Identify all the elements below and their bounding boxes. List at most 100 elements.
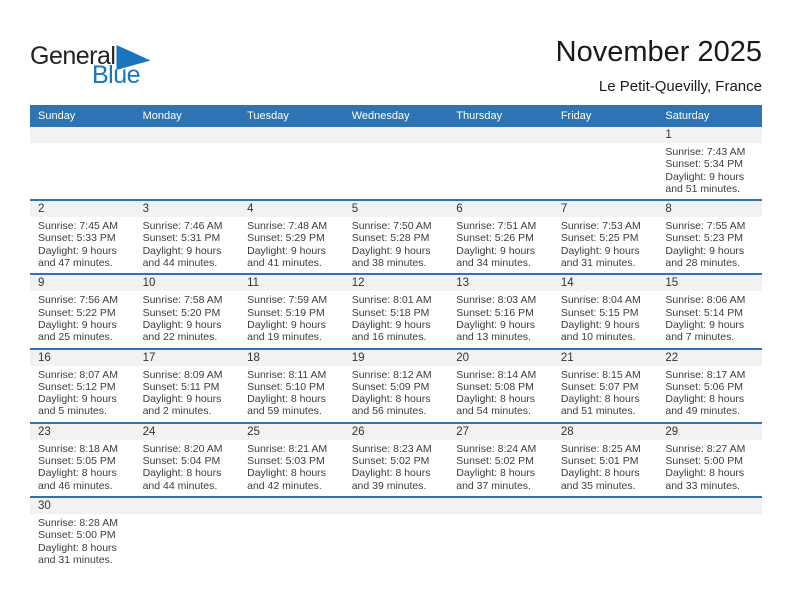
day-number: 5: [343, 201, 449, 218]
day-number: 9: [30, 275, 135, 292]
day-detail-line: Daylight: 9 hours: [665, 170, 745, 183]
calendar-day-cell: 2 Sunrise: 7:45 AM Sunset: 5:33 PM Daylight…: [30, 200, 135, 275]
day-number: [30, 127, 135, 143]
calendar-day-cell: 17 Sunrise: 8:09 AM Sunset: 5:11 PM Dayligh…: [134, 348, 240, 423]
day-detail-line: Sunset: 5:04 PM: [142, 455, 221, 468]
day-detail-line: Daylight: 8 hours: [247, 393, 326, 406]
day-detail-line: Sunrise: 7:58 AM: [142, 294, 223, 307]
day-detail-line: Sunset: 5:02 PM: [351, 455, 430, 468]
day-details: Sunrise: 7:55 AM Sunset: 5:23 PM Daylight:…: [657, 217, 762, 273]
day-detail-line: and 34 minutes.: [456, 257, 531, 270]
calendar-empty-cell: [343, 127, 449, 201]
day-details: Sunrise: 8:15 AM Sunset: 5:07 PM Daylight:…: [553, 366, 658, 422]
day-number: 4: [239, 201, 344, 218]
calendar-body: 1 Sunrise: 7:43 AM Sunset: 5:34 PM Daylight…: [30, 127, 762, 571]
day-detail-line: and 13 minutes.: [456, 331, 531, 344]
calendar-empty-cell: [552, 496, 658, 571]
day-detail-line: and 37 minutes.: [456, 479, 531, 492]
calendar-week-row: 1 Sunrise: 7:43 AM Sunset: 5:34 PM Daylight…: [30, 127, 762, 201]
calendar-day-cell: 4 Sunrise: 7:48 AM Sunset: 5:29 PM Daylight…: [239, 200, 344, 275]
day-detail-line: and 39 minutes.: [351, 479, 427, 492]
day-detail-line: Sunset: 5:23 PM: [665, 232, 744, 245]
calendar-empty-cell: [343, 496, 449, 571]
calendar-day-cell: 8 Sunrise: 7:55 AM Sunset: 5:23 PM Daylight…: [657, 200, 762, 275]
day-detail-line: Daylight: 8 hours: [456, 393, 536, 406]
day-number: 7: [552, 201, 658, 218]
day-detail-line: Sunrise: 7:56 AM: [38, 294, 118, 307]
day-detail-line: Sunset: 5:19 PM: [247, 306, 325, 319]
day-number: 6: [448, 201, 553, 218]
day-detail-line: Sunset: 5:29 PM: [247, 232, 325, 245]
day-number: 12: [343, 275, 449, 292]
calendar-day-cell: 13 Sunrise: 8:03 AM Sunset: 5:16 PM Dayligh…: [448, 274, 553, 349]
calendar-day-cell: 10 Sunrise: 7:58 AM Sunset: 5:20 PM Dayligh…: [134, 274, 240, 349]
day-detail-line: and 46 minutes.: [38, 479, 113, 492]
calendar-empty-cell: [448, 496, 553, 571]
day-detail-line: Daylight: 9 hours: [142, 393, 222, 406]
day-detail-line: Daylight: 9 hours: [456, 318, 536, 331]
day-detail-line: Sunrise: 7:59 AM: [247, 294, 328, 307]
day-detail-line: Sunrise: 7:48 AM: [247, 220, 328, 233]
day-detail-line: Daylight: 9 hours: [560, 244, 640, 257]
day-number: 22: [657, 349, 762, 366]
calendar-empty-cell: [239, 496, 344, 571]
day-detail-line: Sunset: 5:20 PM: [142, 306, 221, 319]
day-detail-line: Sunrise: 8:11 AM: [247, 368, 327, 381]
calendar-empty-cell: [448, 127, 553, 201]
day-detail-line: Sunset: 5:26 PM: [456, 232, 534, 245]
logo-text-general-row: General: [30, 42, 151, 70]
day-details: [553, 143, 658, 150]
day-number: 23: [30, 423, 135, 440]
day-details: [448, 514, 553, 521]
calendar-day-cell: 27 Sunrise: 8:24 AM Sunset: 5:02 PM Dayligh…: [448, 422, 553, 497]
day-detail-line: Sunset: 5:16 PM: [456, 306, 534, 319]
calendar-day-cell: 26 Sunrise: 8:23 AM Sunset: 5:02 PM Dayligh…: [343, 422, 449, 497]
calendar-day-cell: 16 Sunrise: 8:07 AM Sunset: 5:12 PM Dayligh…: [30, 348, 135, 423]
day-detail-line: Sunrise: 8:15 AM: [560, 368, 641, 381]
calendar-day-cell: 3 Sunrise: 7:46 AM Sunset: 5:31 PM Daylight…: [134, 200, 240, 275]
day-detail-line: Sunrise: 8:18 AM: [38, 442, 118, 455]
day-detail-line: Sunset: 5:03 PM: [247, 455, 325, 468]
day-detail-line: Daylight: 8 hours: [38, 467, 117, 480]
day-detail-line: Sunrise: 7:53 AM: [560, 220, 641, 233]
day-detail-line: Sunrise: 7:46 AM: [142, 220, 223, 233]
calendar-day-cell: 5 Sunrise: 7:50 AM Sunset: 5:28 PM Daylight…: [343, 200, 449, 275]
day-detail-line: Sunset: 5:01 PM: [560, 455, 639, 468]
calendar-day-cell: 15 Sunrise: 8:06 AM Sunset: 5:14 PM Dayligh…: [657, 274, 762, 349]
day-details: Sunrise: 7:50 AM Sunset: 5:28 PM Daylight:…: [344, 217, 449, 273]
logo-text-blue: Blue: [92, 61, 141, 89]
day-detail-line: Daylight: 8 hours: [351, 393, 431, 406]
day-detail-line: Sunrise: 8:04 AM: [560, 294, 641, 307]
day-number: 15: [657, 275, 762, 292]
day-detail-line: and 59 minutes.: [247, 405, 322, 418]
day-detail-line: Daylight: 9 hours: [456, 244, 536, 257]
day-detail-line: Sunset: 5:05 PM: [38, 455, 116, 468]
day-number: 16: [30, 349, 135, 366]
day-detail-line: and 33 minutes.: [665, 479, 741, 492]
day-detail-line: Daylight: 9 hours: [351, 244, 431, 257]
day-detail-line: Sunrise: 8:06 AM: [665, 294, 746, 307]
day-details: Sunrise: 8:07 AM Sunset: 5:12 PM Daylight:…: [30, 366, 135, 422]
day-details: Sunrise: 7:46 AM Sunset: 5:31 PM Daylight:…: [135, 217, 240, 273]
calendar-empty-cell: [134, 127, 240, 201]
logo-text-general: General: [30, 42, 116, 70]
day-number: [239, 497, 344, 514]
day-details: [553, 514, 658, 521]
weekday-header-monday: Monday: [134, 105, 240, 127]
day-detail-line: and 16 minutes.: [351, 331, 427, 344]
day-detail-line: Sunrise: 8:07 AM: [38, 368, 118, 381]
day-detail-line: Daylight: 9 hours: [38, 318, 117, 331]
day-detail-line: and 31 minutes.: [38, 553, 113, 566]
day-details: Sunrise: 8:17 AM Sunset: 5:06 PM Daylight:…: [657, 366, 762, 422]
calendar-week-row: 30 Sunrise: 8:28 AM Sunset: 5:00 PM Dayligh…: [30, 496, 762, 571]
day-detail-line: Sunset: 5:09 PM: [351, 380, 430, 393]
calendar-day-cell: 22 Sunrise: 8:17 AM Sunset: 5:06 PM Dayligh…: [657, 348, 762, 423]
day-number: 29: [657, 423, 762, 440]
weekday-header-thursday: Thursday: [448, 105, 553, 127]
day-detail-line: and 44 minutes.: [142, 257, 218, 270]
title-block: November 2025 Le Petit-Quevilly, France: [556, 36, 762, 95]
calendar-day-cell: 18 Sunrise: 8:11 AM Sunset: 5:10 PM Dayligh…: [239, 348, 344, 423]
day-detail-line: Daylight: 8 hours: [38, 541, 117, 554]
day-number: 21: [552, 349, 658, 366]
day-details: Sunrise: 7:56 AM Sunset: 5:22 PM Daylight:…: [30, 291, 135, 347]
